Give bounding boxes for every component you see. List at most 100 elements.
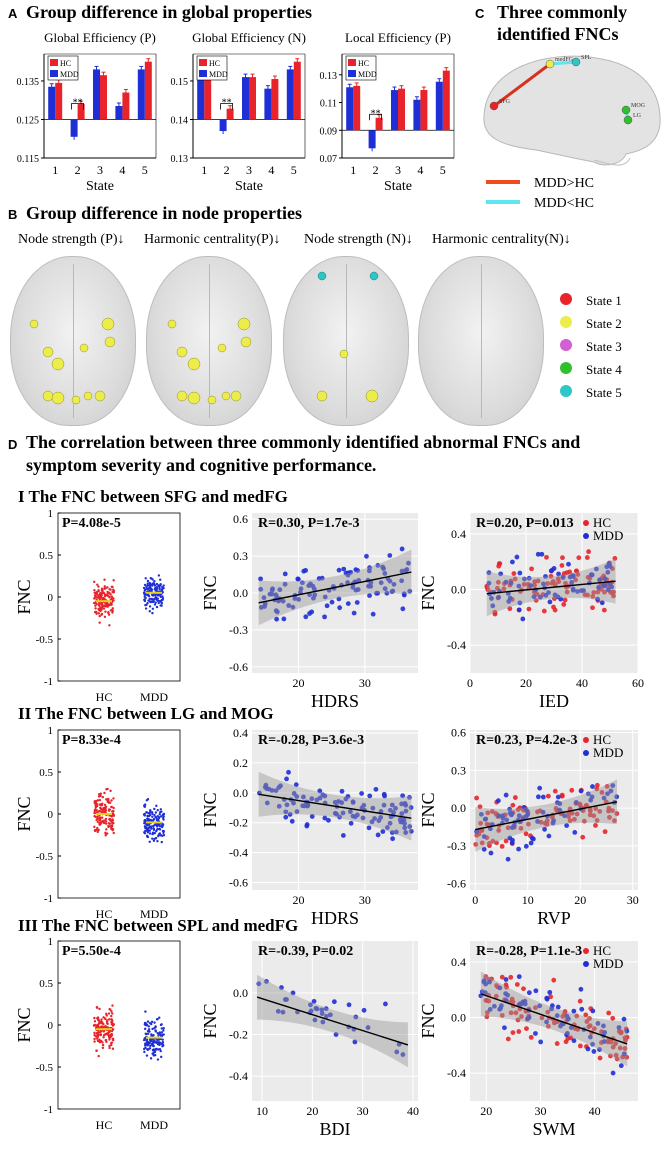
scatter-point-scatter-2a-MDD: [326, 817, 331, 823]
sig-star-global-eff-p: **: [73, 97, 83, 108]
scatter-xtick-label-scatter-3a-3: 40: [407, 1104, 419, 1118]
node-marker-view3-cyan-right: [369, 271, 379, 281]
strip-point-strip-2-MDD: [156, 839, 159, 843]
scatter-ylabel-scatter-3a: FNC: [200, 1003, 220, 1038]
scatter-point-scatter-3b-HC: [551, 1020, 557, 1026]
panel-d-letter: D: [8, 437, 18, 452]
strip-point-strip-3-HC: [101, 1043, 105, 1047]
scatter-point-scatter-2b-HC: [499, 843, 505, 849]
scatter-point-scatter-1a-MDD: [277, 587, 283, 593]
strip-point-strip-3-MDD: [149, 1044, 152, 1048]
scatter-point-scatter-2b-HC: [602, 829, 608, 835]
scatter-stats-scatter-1b: R=0.20, P=0.013: [476, 516, 574, 531]
scatter-point-scatter-2b-HC: [612, 818, 617, 824]
scatter-xtick-label-scatter-1a-1: 30: [359, 676, 371, 690]
scatter-point-scatter-2b-MDD: [510, 837, 515, 843]
scatter-point-scatter-2b-MDD: [521, 804, 527, 810]
scatter-point-scatter-2a-MDD: [373, 786, 379, 792]
strip-point-strip-3-HC: [94, 1035, 98, 1038]
scatter-point-scatter-3b-MDD: [564, 1013, 570, 1019]
strip-point-strip-1-MDD: [161, 585, 164, 589]
scatter-point-scatter-3a-MDD: [275, 1008, 281, 1014]
strip-point-strip-2-HC: [98, 798, 102, 802]
node-marker-view2-4: [240, 336, 252, 348]
scatter-point-scatter-1b-MDD: [514, 554, 520, 560]
scatter-ytick-label-scatter-1a-1: -0.3: [229, 623, 248, 637]
strip-point-strip-2-MDD: [155, 804, 158, 808]
scatter-point-scatter-3b-MDD: [618, 1063, 624, 1069]
scatter-point-scatter-1a-MDD: [404, 567, 410, 572]
strip-point-strip-3-HC: [93, 1031, 96, 1035]
row-1-title: I The FNC between SFG and medFG: [18, 487, 288, 506]
strip-point-strip-3-HC: [108, 1038, 111, 1041]
strip-point-strip-2-MDD: [162, 812, 166, 816]
ytick-label-global-eff-p-2: 0.135: [17, 77, 40, 88]
scatter-ytick-label-scatter-1b-0: -0.4: [447, 638, 466, 652]
scatter-point-scatter-2a-MDD: [401, 817, 407, 823]
xlabel-global-eff-p: State: [86, 179, 114, 194]
strip-point-strip-3-HC: [110, 1022, 114, 1026]
scatter-point-scatter-1a-MDD: [382, 586, 388, 592]
strip-point-strip-2-HC: [111, 819, 115, 822]
strip-point-strip-2-HC: [105, 828, 108, 831]
scatter-point-scatter-3b-HC: [575, 1027, 581, 1032]
scatter-point-scatter-3b-HC: [508, 974, 514, 980]
scatter-point-scatter-3b-HC: [539, 1015, 545, 1021]
strip-point-strip-2-HC: [104, 822, 108, 825]
scatter-ylabel-scatter-2a: FNC: [200, 792, 220, 827]
strip-point-strip-1-MDD: [154, 601, 157, 604]
strip-point-strip-3-HC: [97, 1054, 100, 1058]
scatter-point-scatter-2b-MDD: [605, 791, 610, 797]
strip-point-strip-2-HC: [99, 806, 102, 810]
strip-ytick-label-strip-2-0: -1: [44, 893, 53, 905]
strip-point-strip-2-MDD: [143, 814, 146, 817]
scatter-point-scatter-2a-MDD: [283, 809, 289, 815]
strip-point-strip-2-MDD: [161, 824, 164, 828]
scatter-point-scatter-2b-MDD: [540, 809, 546, 815]
strip-point-strip-2-MDD: [162, 818, 165, 821]
scatter-point-scatter-1b-MDD: [607, 563, 613, 569]
strip-point-strip-2-HC: [110, 826, 113, 830]
scatter-xtick-label-scatter-2a-0: 20: [292, 893, 304, 907]
strip-point-strip-1-MDD: [142, 586, 146, 590]
scatter-point-scatter-3a-MDD: [383, 1001, 388, 1007]
scatter-point-scatter-1b-HC: [526, 606, 532, 612]
strip-point-strip-3-HC: [102, 1030, 105, 1033]
scatter-point-scatter-2b-HC: [473, 842, 479, 847]
node-marker-view2-10: [230, 390, 242, 402]
scatter-point-scatter-1b-MDD: [558, 596, 564, 602]
scatter-point-scatter-1b-HC: [545, 581, 550, 586]
strip-pvalue-strip-1: P=4.08e-5: [62, 516, 121, 531]
scatter-point-scatter-1b-MDD: [517, 570, 523, 576]
strip-point-strip-3-MDD: [143, 1036, 147, 1040]
scatter-point-scatter-3b-HC: [608, 1039, 614, 1045]
node-marker-view1-1: [42, 346, 54, 358]
scatter-point-scatter-2b-HC: [544, 821, 550, 827]
strip-point-strip-3-HC: [92, 1024, 96, 1027]
scatter-point-scatter-2a-MDD: [336, 799, 342, 804]
scatter-point-scatter-1a-MDD: [399, 546, 405, 552]
scatter-ytick-label-scatter-2a-5: 0.4: [233, 726, 248, 740]
strip-point-strip-1-HC: [102, 607, 106, 610]
scatter-point-scatter-3b-HC: [560, 1014, 566, 1019]
scatter-point-scatter-2a-MDD: [359, 791, 365, 796]
strip-point-strip-1-MDD: [148, 605, 152, 608]
strip-point-strip-3-HC: [99, 1030, 102, 1034]
brain-view-3: [283, 256, 409, 426]
strip-point-strip-1-MDD: [159, 604, 162, 607]
strip-point-strip-1-HC: [97, 595, 100, 598]
strip-ytick-label-strip-1-3: 0.5: [39, 550, 53, 562]
scatter-point-scatter-3b-MDD: [624, 1028, 630, 1034]
strip-point-strip-3-MDD: [151, 1048, 155, 1052]
strip-point-strip-1-MDD: [144, 607, 148, 610]
node-marker-view1-5: [101, 317, 115, 331]
strip-point-strip-1-MDD: [149, 577, 152, 580]
strip-point-strip-1-MDD: [159, 578, 162, 581]
bar-local-eff-p-HC-4: [420, 90, 428, 131]
scatter-point-scatter-3a-MDD: [323, 1006, 329, 1012]
strip-point-strip-1-MDD: [148, 582, 152, 585]
strip-point-strip-2-MDD: [159, 808, 163, 811]
scatter-point-scatter-3b-HC: [587, 1016, 592, 1021]
legend-label-hc-local-eff-p: HC: [358, 59, 369, 68]
strip-point-strip-1-MDD: [153, 580, 156, 583]
